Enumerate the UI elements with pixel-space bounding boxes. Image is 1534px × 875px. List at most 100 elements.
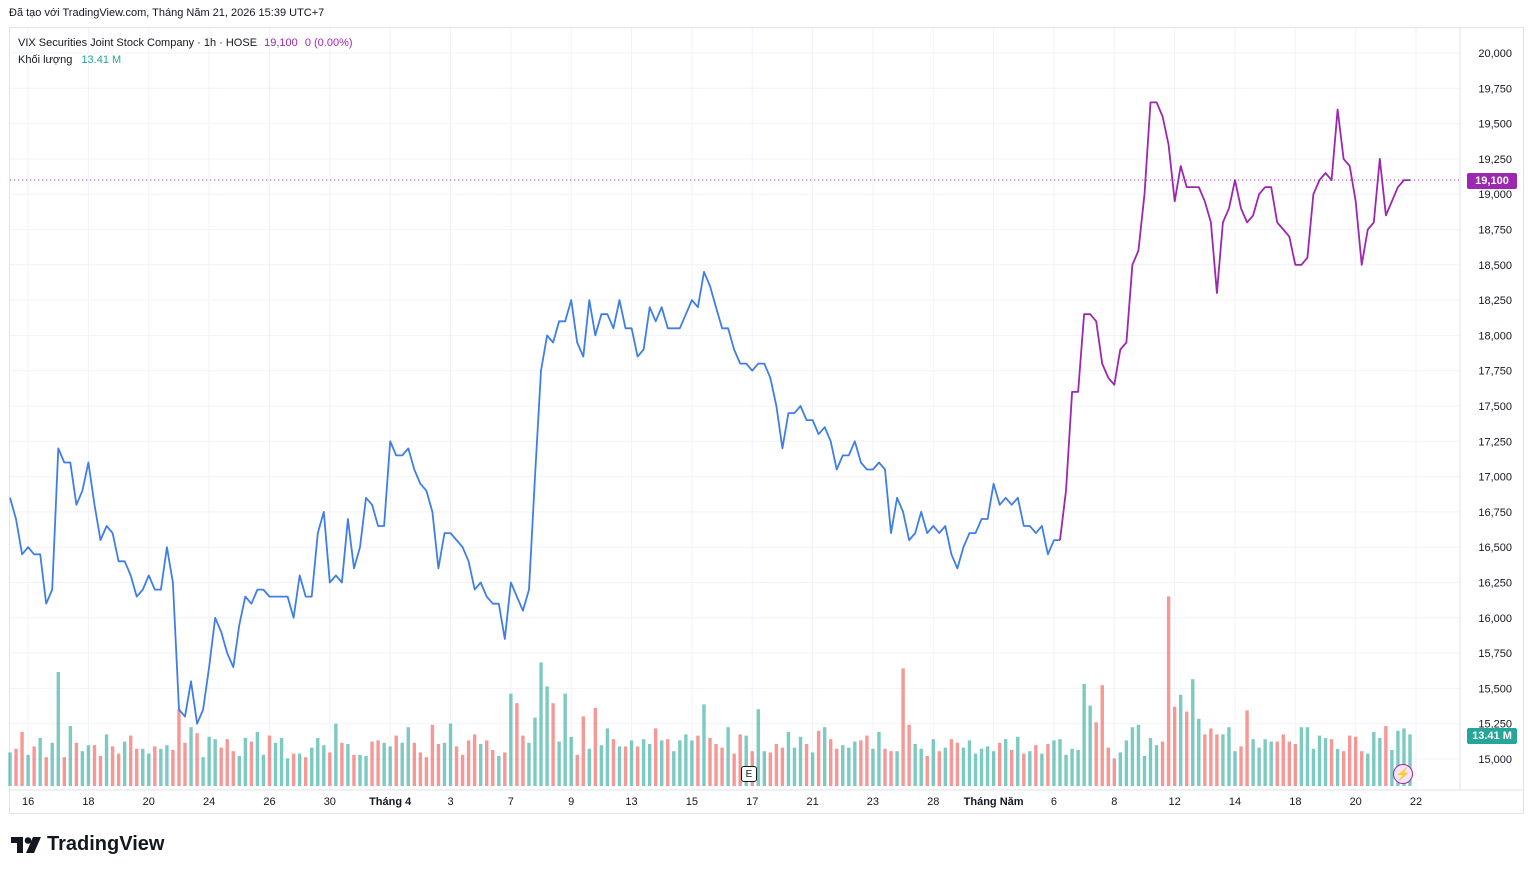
volume-bar — [26, 754, 30, 786]
volume-bar — [195, 733, 199, 786]
volume-bar — [1263, 739, 1267, 786]
volume-bar — [376, 740, 380, 786]
y-tick-label: 17,250 — [1478, 436, 1512, 448]
symbol-title[interactable]: VIX Securities Joint Stock Company · 1h … — [18, 37, 258, 49]
volume-bar — [424, 757, 429, 786]
tradingview-brand[interactable]: TradingView — [11, 833, 164, 856]
volume-bar — [201, 757, 205, 786]
volume-bar — [913, 744, 917, 786]
volume-bar — [340, 742, 344, 786]
volume-bar — [569, 736, 573, 786]
x-tick-label: 9 — [568, 796, 574, 808]
volume-bar — [1088, 705, 1092, 786]
volume-bar — [798, 736, 803, 786]
earnings-marker[interactable]: E — [741, 766, 757, 782]
x-tick-label: 22 — [1410, 796, 1422, 808]
volume-bar — [1257, 747, 1261, 786]
volume-bar — [816, 730, 821, 786]
volume-bar — [780, 747, 785, 786]
x-tick-label: 20 — [1350, 796, 1362, 808]
volume-bar — [1275, 741, 1279, 786]
volume-bar — [660, 740, 664, 786]
volume-bar — [189, 727, 193, 786]
volume-bars — [8, 596, 1412, 786]
price-line — [9, 101, 1410, 725]
volume-bar — [1058, 739, 1062, 786]
volume-bar — [1323, 738, 1328, 786]
y-tick-label: 16,000 — [1478, 613, 1512, 625]
volume-bar — [1082, 684, 1086, 786]
volume-bar — [1293, 744, 1298, 786]
volume-bar — [877, 732, 881, 786]
y-tick-label: 20,000 — [1478, 48, 1512, 60]
volume-bar — [1166, 596, 1171, 786]
volume-bar — [303, 757, 308, 786]
volume-bar — [255, 732, 260, 786]
volume-bar — [110, 746, 115, 786]
volume-bar — [32, 746, 36, 786]
lightning-icon[interactable]: ⚡ — [1393, 764, 1413, 784]
chart-frame[interactable] — [9, 27, 1524, 814]
volume-label[interactable]: Khối lượng — [18, 54, 73, 66]
volume-bar — [828, 739, 833, 786]
volume-bar — [328, 752, 332, 786]
x-tick-label: 23 — [867, 796, 879, 808]
volume-bar — [804, 744, 809, 786]
y-tick-label: 15,750 — [1478, 648, 1512, 660]
y-tick-label: 15,000 — [1478, 754, 1512, 766]
volume-bar — [1034, 745, 1038, 786]
volume-bar — [503, 752, 507, 786]
volume-bar — [153, 746, 157, 786]
volume-bar — [165, 745, 169, 786]
price-series-late — [1059, 101, 1410, 541]
volume-bar — [967, 740, 972, 786]
volume-bar — [249, 741, 254, 786]
x-tick-label: 3 — [447, 796, 453, 808]
volume-bar — [1384, 726, 1388, 786]
volume-bar — [116, 753, 121, 786]
y-tick-label: 19,000 — [1478, 189, 1512, 201]
volume-bar — [147, 753, 151, 786]
volume-bar — [539, 662, 543, 786]
created-with-note: Đã tạo với TradingView.com, Tháng Năm 21… — [9, 7, 325, 19]
volume-bar — [943, 747, 948, 786]
volume-bar — [388, 746, 392, 786]
volume-bar — [871, 748, 875, 786]
volume-bar — [563, 693, 567, 786]
volume-bar — [575, 754, 579, 786]
volume-bar — [8, 752, 12, 786]
volume-bar — [68, 726, 73, 786]
volume-bar — [937, 751, 942, 786]
volume-bar — [1311, 748, 1316, 786]
volume-bar — [907, 724, 911, 786]
volume-bar — [919, 748, 923, 786]
volume-bar — [1142, 756, 1147, 786]
y-axis: 20,000 19,750 19,500 19,250 19,000 18,750 18,5… — [1478, 48, 1512, 766]
x-tick-label: Tháng 4 — [369, 796, 412, 808]
volume-bar — [1203, 734, 1207, 786]
volume-bar — [171, 750, 175, 786]
volume-bar — [279, 738, 284, 786]
volume-bar — [370, 741, 374, 786]
volume-bar — [267, 735, 272, 786]
x-tick-label: 14 — [1229, 796, 1241, 808]
volume-bar — [738, 734, 742, 786]
last-price: 19,100 — [264, 37, 298, 49]
volume-bar — [92, 745, 97, 786]
volume-bar — [159, 748, 163, 786]
volume-bar — [1305, 727, 1310, 786]
volume-bar — [1010, 750, 1014, 786]
volume-bar — [141, 748, 145, 786]
x-axis: 16 18 20 24 26 30 Tháng 4 3 7 9 13 15 17 21 23 28 Tháng … — [22, 796, 1422, 808]
grid-layer — [10, 28, 1523, 791]
volume-bar — [346, 744, 350, 786]
volume-bar — [726, 727, 730, 786]
volume-bar — [62, 757, 67, 786]
volume-bar — [1136, 724, 1141, 786]
volume-bar — [1130, 727, 1135, 786]
volume-bar — [744, 735, 748, 786]
volume-bar — [931, 739, 935, 786]
volume-bar — [316, 738, 320, 786]
volume-bar — [1148, 738, 1153, 786]
